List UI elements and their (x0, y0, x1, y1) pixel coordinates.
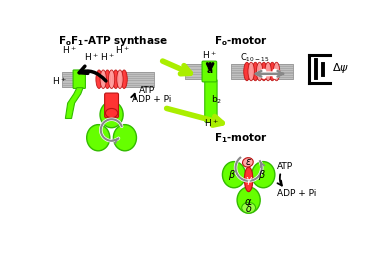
Ellipse shape (261, 62, 267, 81)
Polygon shape (65, 88, 83, 119)
Text: $\mathbf{F_o}$-motor: $\mathbf{F_o}$-motor (214, 34, 268, 48)
Text: ATP: ATP (138, 86, 155, 95)
Ellipse shape (100, 101, 123, 128)
FancyBboxPatch shape (202, 61, 217, 82)
Ellipse shape (273, 62, 280, 81)
Ellipse shape (87, 125, 110, 151)
Ellipse shape (244, 62, 250, 81)
Text: $\gamma$: $\gamma$ (245, 175, 253, 187)
Text: $\delta$: $\delta$ (245, 202, 252, 214)
Text: $\varepsilon$: $\varepsilon$ (245, 157, 252, 167)
Ellipse shape (256, 62, 263, 81)
Ellipse shape (252, 162, 275, 188)
Bar (185, 64, 215, 79)
Ellipse shape (121, 70, 127, 89)
Text: H$^+$: H$^+$ (100, 52, 115, 64)
Text: $\mathbf{F_1}$-motor: $\mathbf{F_1}$-motor (214, 131, 268, 145)
Ellipse shape (113, 125, 136, 151)
Ellipse shape (237, 187, 260, 213)
Bar (125, 72, 154, 87)
Ellipse shape (96, 70, 102, 89)
FancyBboxPatch shape (73, 70, 85, 89)
Text: $\beta$: $\beta$ (229, 168, 236, 182)
Ellipse shape (269, 62, 276, 81)
Ellipse shape (248, 62, 254, 81)
Text: H$^+$: H$^+$ (84, 52, 98, 64)
Ellipse shape (117, 70, 123, 89)
Text: ADP + Pi: ADP + Pi (132, 95, 172, 104)
Text: ATP: ATP (277, 162, 293, 171)
Text: $\alpha$: $\alpha$ (245, 197, 253, 207)
Ellipse shape (113, 70, 119, 89)
Ellipse shape (222, 162, 245, 188)
Ellipse shape (242, 202, 256, 213)
Text: H$^+$: H$^+$ (202, 50, 217, 61)
Ellipse shape (100, 70, 106, 89)
FancyBboxPatch shape (105, 93, 118, 118)
Text: H$^+$: H$^+$ (115, 44, 130, 56)
Text: $\mathbf{F_oF_1}$-ATP synthase: $\mathbf{F_oF_1}$-ATP synthase (58, 34, 168, 48)
Text: H$^+$: H$^+$ (62, 44, 76, 56)
Bar (231, 64, 292, 79)
Bar (62, 72, 73, 87)
Text: H$^+$: H$^+$ (51, 75, 66, 87)
Text: b$_2$: b$_2$ (211, 93, 222, 106)
Text: ADP + Pi: ADP + Pi (277, 189, 316, 198)
Ellipse shape (244, 167, 253, 192)
Text: $\Delta\psi$: $\Delta\psi$ (332, 61, 349, 75)
Ellipse shape (265, 62, 271, 81)
Text: $\beta$: $\beta$ (258, 168, 266, 182)
Ellipse shape (105, 108, 118, 118)
Text: a: a (206, 66, 212, 75)
Ellipse shape (252, 62, 259, 81)
Ellipse shape (104, 70, 111, 89)
Text: H$^+$: H$^+$ (204, 117, 219, 129)
Ellipse shape (243, 158, 253, 167)
FancyBboxPatch shape (205, 79, 217, 122)
Ellipse shape (109, 70, 115, 89)
Text: C$_{10-15}$: C$_{10-15}$ (240, 52, 270, 64)
